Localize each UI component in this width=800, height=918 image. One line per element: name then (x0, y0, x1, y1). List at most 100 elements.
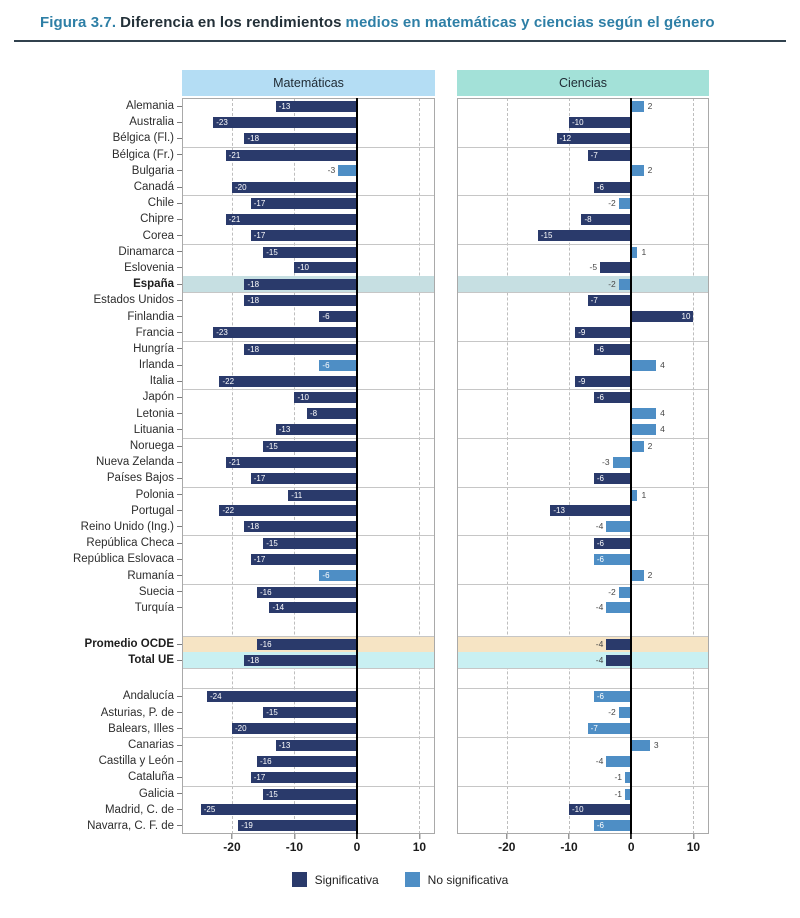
ciencias-bar: -4 (596, 639, 632, 651)
row-gap (435, 130, 457, 146)
ciencias-cell: -9 (457, 325, 709, 341)
ciencias-bar: -6 (593, 472, 632, 484)
ciencias-bar: -7 (587, 149, 632, 161)
x-tick: -10 (560, 834, 578, 854)
row-label-cell: Andalucía (0, 688, 182, 704)
ciencias-bar: -6 (593, 820, 632, 832)
row-filler (709, 535, 800, 551)
x-tick-label: -10 (285, 840, 304, 855)
x-tick: 0 (354, 834, 360, 854)
matematicas-cell: -15 (182, 705, 435, 721)
row-label: Hungría (133, 342, 174, 355)
matematicas-value-label: -18 (247, 655, 260, 665)
ciencias-cell: -8 (457, 211, 709, 227)
matematicas-bar: -17 (250, 198, 357, 210)
row-gap (435, 786, 457, 802)
matematicas-cell: -16 (182, 636, 435, 653)
ciencias-cell: 2 (457, 437, 709, 454)
chart-row: Estados Unidos -18 -7 (0, 292, 800, 308)
matematicas-bar: -6 (319, 570, 357, 582)
row-gap (435, 292, 457, 308)
row-label: Irlanda (138, 359, 174, 372)
matematicas-cell (182, 616, 435, 636)
x-tick-label: 0 (627, 840, 635, 855)
row-label: Balears, Illes (108, 722, 174, 735)
row-gap (435, 373, 457, 389)
category-tick (177, 105, 182, 107)
category-tick (177, 591, 182, 593)
matematicas-cell: -18 (182, 652, 435, 669)
matematicas-bar: -18 (244, 343, 357, 355)
ciencias-value-label: -10 (572, 117, 584, 127)
ciencias-cell: -4 (457, 636, 709, 653)
category-tick (177, 607, 182, 609)
ciencias-value-label: -2 (608, 198, 616, 209)
row-gap (435, 769, 457, 785)
legend: Significativa No significativa (0, 872, 800, 888)
row-label-cell: Galicia (0, 786, 182, 802)
x-tick-label: 10 (686, 840, 701, 855)
chart-row: Rumanía -6 2 (0, 567, 800, 583)
category-tick (177, 477, 182, 479)
chart-row: Lituania -13 4 (0, 422, 800, 438)
row-label: Castilla y León (98, 755, 174, 768)
panel-gap (435, 70, 457, 96)
row-filler (709, 276, 800, 292)
ciencias-bar: -6 (593, 538, 632, 550)
ciencias-cell: -6 (457, 688, 709, 704)
matematicas-value-label: -22 (222, 376, 235, 386)
category-tick (177, 429, 182, 431)
row-filler (709, 519, 800, 535)
legend-label-no-significativa: No significativa (427, 872, 509, 887)
ciencias-value-label: -9 (578, 376, 586, 386)
matematicas-cell: -17 (182, 228, 435, 244)
ciencias-cell: -2 (457, 276, 709, 293)
ciencias-cell: -7 (457, 292, 709, 308)
category-tick (177, 558, 182, 560)
matematicas-bar: -19 (238, 820, 357, 832)
ciencias-value-label: -2 (608, 707, 616, 718)
category-tick (177, 218, 182, 220)
matematicas-bar: -24 (206, 691, 357, 703)
row-gap (435, 114, 457, 130)
row-label-cell: República Checa (0, 535, 182, 551)
legend-label-significativa: Significativa (314, 872, 379, 887)
row-label-cell: Madrid, C. de (0, 802, 182, 818)
figure-title: Figura 3.7. Diferencia en los rendimiento… (40, 14, 800, 31)
ciencias-bar: -2 (608, 278, 632, 290)
ciencias-bar: 4 (631, 359, 665, 371)
chart-row: Bélgica (Fr.) -21 -7 (0, 146, 800, 163)
x-tick: 10 (413, 834, 426, 854)
chart-row: Dinamarca -15 1 (0, 243, 800, 260)
row-gap (435, 389, 457, 405)
row-gap (435, 470, 457, 486)
ciencias-cell: -6 (457, 818, 709, 834)
ciencias-value-label: -1 (614, 788, 622, 799)
matematicas-bar: -13 (275, 424, 357, 436)
row-label: Bélgica (Fl.) (112, 132, 174, 145)
chart-row: Italia -22 -9 (0, 373, 800, 389)
row-gap (435, 551, 457, 567)
row-filler (709, 260, 800, 276)
ciencias-bar: -4 (596, 602, 632, 614)
ciencias-value-label: -8 (584, 214, 592, 224)
row-gap (435, 228, 457, 244)
ciencias-cell: -4 (457, 753, 709, 769)
rows: Alemania -13 2 Australia -23 -1 (0, 98, 800, 834)
row-label-cell: Alemania (0, 98, 182, 114)
row-gap (435, 244, 457, 260)
ciencias-value-label: 10 (681, 312, 691, 322)
ciencias-cell: 2 (457, 567, 709, 583)
matematicas-value-label: -14 (272, 603, 285, 613)
ciencias-bar: -13 (550, 505, 632, 517)
chart-row: Finlandia -6 10 (0, 308, 800, 324)
ciencias-bar: -2 (608, 707, 632, 719)
matematicas-value-label: -17 (253, 199, 266, 209)
matematicas-cell: -21 (182, 454, 435, 470)
row-gap (435, 422, 457, 438)
row-label-cell: Nueva Zelanda (0, 454, 182, 470)
matematicas-value-label: -17 (253, 231, 266, 241)
matematicas-bar: -16 (256, 586, 357, 598)
matematicas-value-label: -11 (291, 490, 303, 500)
x-tick-mark (231, 834, 233, 840)
